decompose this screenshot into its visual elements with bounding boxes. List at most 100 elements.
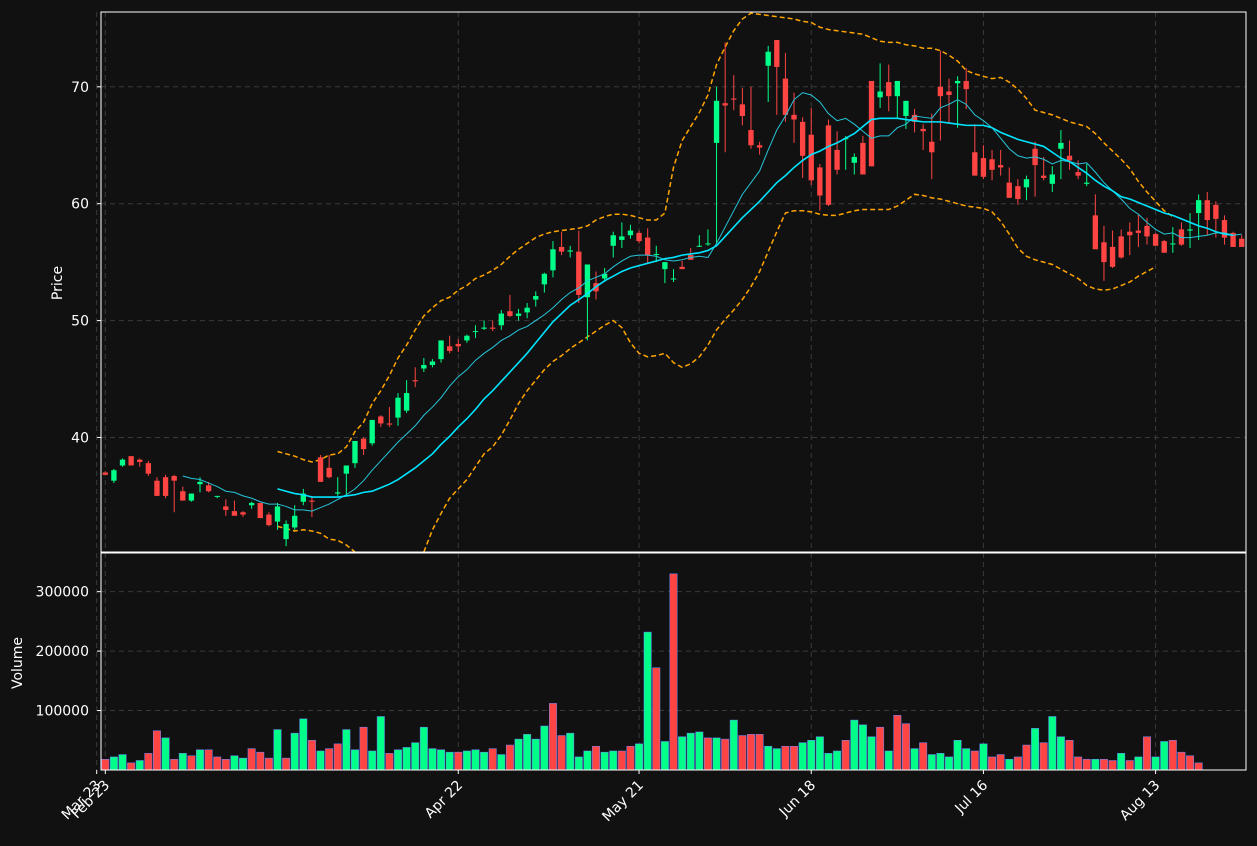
volume-bar xyxy=(979,743,988,771)
volume-bar xyxy=(118,754,127,771)
candle-body xyxy=(490,327,496,329)
candle-body xyxy=(722,103,728,106)
volume-bar xyxy=(1117,753,1126,771)
volume-bar xyxy=(1099,759,1108,771)
candle-body xyxy=(1230,232,1236,247)
candle-body xyxy=(834,149,840,170)
candle-body xyxy=(679,266,685,270)
volume-bar xyxy=(678,736,687,771)
volume-bar xyxy=(411,742,420,771)
candle-body xyxy=(748,130,754,146)
volume-bar xyxy=(316,750,325,771)
volume-bar xyxy=(703,737,712,771)
candle-body xyxy=(128,456,134,466)
price-axis-label: Price xyxy=(50,266,66,300)
candle-body xyxy=(756,145,763,148)
candle-body xyxy=(894,80,901,97)
volume-bar xyxy=(290,732,299,771)
candle-body xyxy=(257,502,263,519)
volume-bar xyxy=(953,740,962,771)
candle-body xyxy=(808,134,814,181)
candle-body xyxy=(300,493,306,502)
volume-bar xyxy=(1177,751,1186,771)
volume-bar xyxy=(1039,742,1048,771)
price-panel-border xyxy=(100,11,1247,553)
volume-bar xyxy=(901,723,910,771)
volume-bar xyxy=(1065,740,1074,771)
candle-body xyxy=(576,251,582,295)
candle-body xyxy=(653,253,659,255)
candle-body xyxy=(929,141,935,153)
candle-body xyxy=(498,313,504,326)
candle-body xyxy=(1221,220,1228,238)
slow-moving-average-line xyxy=(277,117,1234,498)
candle-body xyxy=(774,40,780,67)
volume-bar xyxy=(178,753,187,771)
candle-body xyxy=(1152,234,1159,246)
volume-bar xyxy=(841,740,850,771)
candle-body xyxy=(1195,200,1202,214)
candle-body xyxy=(696,245,702,247)
volume-tick-label: 200000 xyxy=(36,644,89,660)
candle-body xyxy=(610,235,616,246)
volume-bar xyxy=(514,738,523,771)
candle-body xyxy=(713,100,720,143)
volume-bar xyxy=(583,750,592,771)
candle-body xyxy=(1101,242,1107,263)
candle-body xyxy=(1144,225,1150,237)
candle-body xyxy=(335,492,341,494)
volume-bar xyxy=(876,726,885,771)
volume-bar xyxy=(850,719,859,771)
volume-bar xyxy=(187,755,196,771)
volume-bar xyxy=(635,743,644,771)
candle-body xyxy=(877,91,883,98)
volume-bar xyxy=(1022,744,1031,771)
volume-bar xyxy=(153,730,161,771)
candle-body xyxy=(860,142,866,175)
candle-body xyxy=(705,243,711,245)
candle-body xyxy=(205,485,212,492)
candle-body xyxy=(1075,172,1081,176)
volume-bar xyxy=(729,719,738,771)
candle-body xyxy=(980,158,987,177)
candle-body xyxy=(636,232,642,242)
volume-bar xyxy=(325,748,334,771)
volume-bar xyxy=(781,745,790,771)
candle-body xyxy=(240,512,246,515)
candle-body xyxy=(1041,175,1047,178)
volume-bar xyxy=(566,732,575,771)
candle-body xyxy=(868,80,875,167)
volume-bar xyxy=(1125,760,1134,771)
candle-body xyxy=(188,493,195,501)
candle-body xyxy=(231,511,238,516)
volume-bar xyxy=(540,725,549,771)
candle-body xyxy=(1127,231,1133,236)
volume-bar xyxy=(764,745,773,771)
volume-bar xyxy=(419,726,428,771)
volume-bar xyxy=(919,742,928,771)
candle-body xyxy=(920,128,926,132)
candle-body xyxy=(662,262,668,270)
volume-bar xyxy=(1160,741,1169,771)
candle-body xyxy=(911,114,918,122)
volume-bar xyxy=(833,750,842,771)
volume-bar xyxy=(368,750,377,771)
candle-body xyxy=(412,380,418,382)
candle-body xyxy=(309,500,315,502)
candle-body xyxy=(1204,200,1210,221)
candle-body xyxy=(541,273,548,285)
volume-bar xyxy=(747,734,755,771)
candle-body xyxy=(102,472,108,475)
volume-bar xyxy=(626,745,635,771)
volume-bar xyxy=(127,762,136,771)
price-tick-label: 70 xyxy=(71,80,89,96)
volume-bar xyxy=(592,745,600,771)
volume-bar xyxy=(1082,759,1091,771)
price-series-group xyxy=(102,12,1245,552)
volume-bar xyxy=(101,759,110,771)
candle-body xyxy=(171,476,177,481)
volume-tick-label: 100000 xyxy=(36,704,89,720)
candle-body xyxy=(817,167,823,196)
candle-body xyxy=(472,331,479,333)
